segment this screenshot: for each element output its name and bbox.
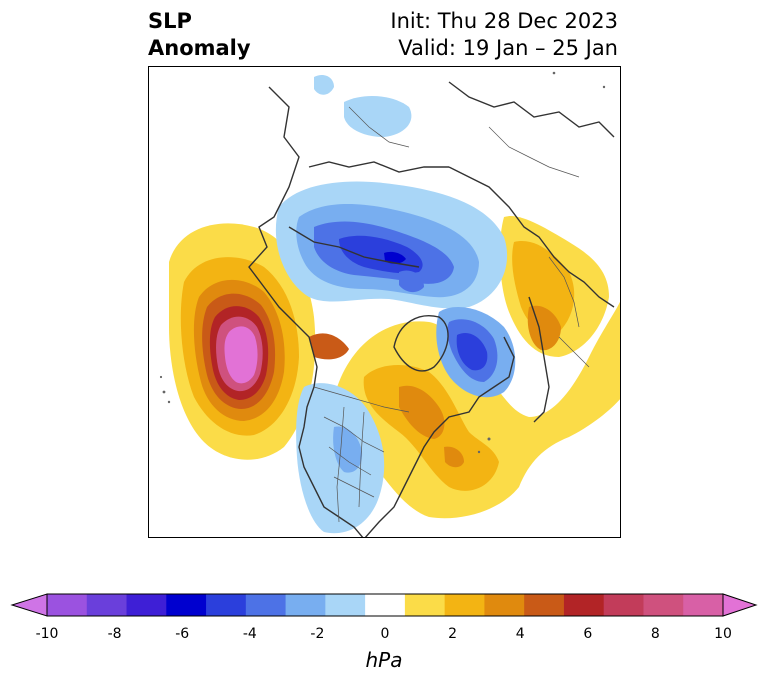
map-svg (159, 71, 620, 537)
colorbar-tick-label: 6 (583, 626, 593, 642)
colorbar-extend-min (10, 593, 48, 617)
islands (159, 71, 606, 454)
colorbar-cell (47, 594, 88, 616)
atlantic-positive-anomaly (334, 206, 620, 519)
colorbar-cell (603, 594, 644, 616)
colorbar-cell (683, 594, 724, 616)
valid-range: Valid: 19 Jan – 25 Jan (398, 36, 618, 60)
variable-title-line1: SLP (148, 9, 192, 33)
colorbar-cell (365, 594, 406, 616)
variable-title-line2: Anomaly (148, 36, 251, 60)
colorbar-tick-label: -2 (310, 626, 325, 642)
variable-title: SLP Anomaly (148, 8, 251, 62)
political-borders (313, 106, 590, 523)
colorbar-tick-label: -10 (35, 626, 59, 642)
colorbar-cell (524, 594, 565, 616)
colorbar-cell (643, 594, 684, 616)
colorbar-cells (47, 594, 724, 616)
colorbar-cell (285, 594, 326, 616)
colorbar-cell (206, 594, 247, 616)
anomaly-map (148, 66, 621, 538)
colorbar (10, 593, 758, 617)
colorbar-extend-max (722, 593, 758, 617)
date-info: Init: Thu 28 Dec 2023 Valid: 19 Jan – 25… (390, 8, 618, 62)
colorbar-cell (166, 594, 207, 616)
colorbar-cell (86, 594, 128, 616)
colorbar-tick-label: -6 (175, 626, 190, 642)
coastlines (248, 81, 615, 537)
colorbar-tick-label: 8 (650, 626, 660, 642)
colorbar-tick-label: 4 (515, 626, 525, 642)
colorbar-unit-label: hPa (365, 648, 403, 672)
init-date: Init: Thu 28 Dec 2023 (390, 9, 618, 33)
colorbar-cell (563, 594, 605, 616)
colorbar-cell (126, 594, 167, 616)
colorbar-tick-label: 2 (448, 626, 458, 642)
colorbar-outline (46, 593, 724, 617)
colorbar-tick-label: 10 (714, 626, 732, 642)
colorbar-cell (245, 594, 287, 616)
pacific-positive-anomaly (169, 223, 349, 460)
colorbar-cell (444, 594, 485, 616)
colorbar-cell (484, 594, 525, 616)
colorbar-tick-label: -8 (107, 626, 122, 642)
colorbar-cell (325, 594, 366, 616)
colorbar-tick-label: 0 (380, 626, 390, 642)
colorbar-tick-label: -4 (242, 626, 257, 642)
colorbar-cell (404, 594, 446, 616)
